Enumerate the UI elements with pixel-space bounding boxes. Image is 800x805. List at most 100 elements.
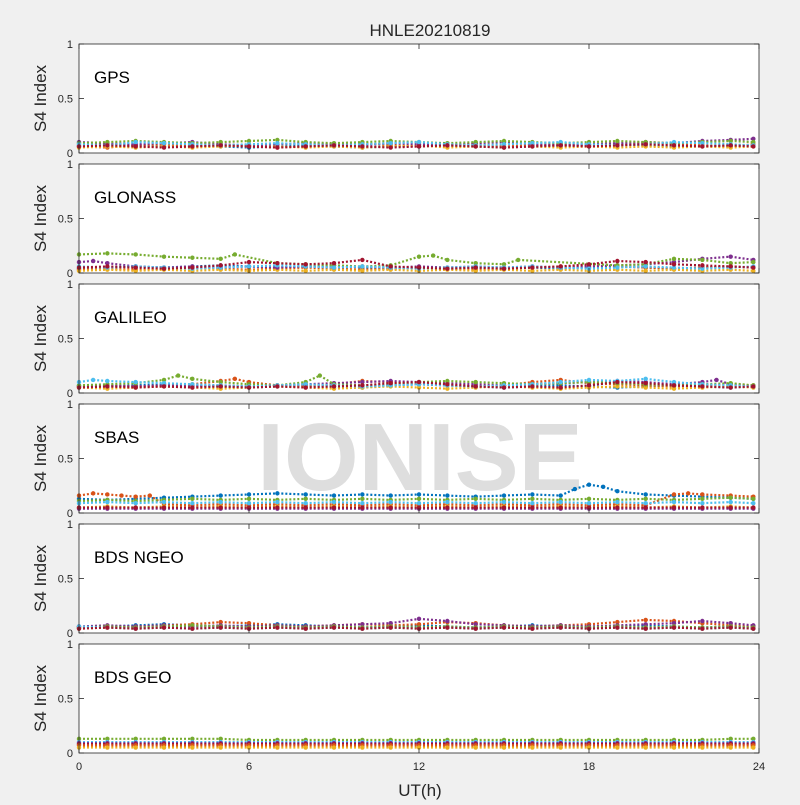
data-trace bbox=[702, 619, 731, 625]
data-trace bbox=[645, 386, 675, 390]
data-trace bbox=[673, 144, 703, 148]
data-trace bbox=[588, 144, 618, 148]
data-trace bbox=[277, 385, 306, 389]
data-trace bbox=[390, 265, 420, 269]
data-trace bbox=[163, 385, 193, 389]
data-trace bbox=[362, 379, 391, 384]
data-trace bbox=[702, 626, 731, 630]
data-trace bbox=[163, 255, 193, 259]
data-trace bbox=[617, 501, 646, 505]
axes-background bbox=[79, 524, 759, 633]
data-trace bbox=[305, 383, 335, 388]
y-tick-label: 0 bbox=[67, 748, 73, 760]
data-trace bbox=[617, 381, 646, 385]
data-trace bbox=[645, 143, 675, 147]
y-tick-label: 0.5 bbox=[58, 574, 73, 586]
data-trace bbox=[248, 142, 278, 146]
data-trace bbox=[645, 622, 675, 626]
data-trace bbox=[248, 497, 278, 502]
data-trace bbox=[107, 385, 136, 389]
data-trace bbox=[107, 498, 136, 503]
data-trace bbox=[192, 143, 221, 147]
data-trace bbox=[447, 386, 476, 390]
data-trace bbox=[163, 503, 193, 507]
data-trace bbox=[192, 497, 221, 502]
data-trace bbox=[532, 497, 561, 502]
data-trace bbox=[220, 493, 250, 497]
data-trace bbox=[277, 501, 306, 505]
data-trace bbox=[418, 381, 448, 386]
data-trace bbox=[248, 622, 278, 627]
data-trace bbox=[220, 265, 250, 269]
data-trace bbox=[588, 385, 618, 389]
data-trace bbox=[390, 493, 420, 497]
data-trace bbox=[220, 144, 250, 148]
data-trace bbox=[475, 497, 505, 502]
y-tick-label: 0 bbox=[67, 148, 73, 160]
data-trace bbox=[163, 624, 193, 628]
data-trace bbox=[673, 141, 703, 145]
series-6 bbox=[76, 499, 756, 506]
data-trace bbox=[192, 503, 221, 507]
data-trace bbox=[503, 626, 533, 630]
data-trace bbox=[78, 265, 108, 269]
data-trace bbox=[163, 501, 193, 505]
panels: 0 0.5 1 GPS S4 Index 0 0.5 1 GLONASS S4 Index 0 0.5… bbox=[31, 39, 765, 773]
data-trace bbox=[362, 503, 391, 507]
data-trace bbox=[673, 257, 703, 262]
data-trace bbox=[418, 626, 448, 630]
data-point bbox=[751, 745, 756, 750]
data-trace bbox=[135, 145, 165, 149]
data-trace bbox=[418, 624, 448, 628]
data-trace bbox=[503, 383, 533, 387]
data-trace bbox=[78, 268, 108, 272]
data-trace bbox=[617, 141, 646, 145]
data-trace bbox=[588, 497, 618, 502]
data-trace bbox=[390, 385, 420, 389]
data-trace bbox=[234, 377, 250, 384]
data-trace bbox=[588, 626, 618, 630]
data-trace bbox=[362, 139, 391, 144]
data-trace bbox=[532, 141, 561, 145]
data-trace bbox=[645, 626, 675, 630]
data-trace bbox=[135, 385, 165, 389]
data-trace bbox=[390, 623, 420, 627]
data-trace bbox=[588, 381, 618, 387]
data-trace bbox=[78, 385, 108, 389]
data-trace bbox=[560, 503, 590, 507]
data-trace bbox=[447, 626, 476, 630]
data-trace bbox=[702, 258, 731, 265]
panel-label: BDS NGEO bbox=[94, 548, 184, 567]
data-trace bbox=[277, 265, 306, 269]
data-trace bbox=[702, 266, 731, 270]
data-trace bbox=[447, 382, 476, 386]
panel-label: GALILEO bbox=[94, 308, 167, 327]
data-trace bbox=[673, 381, 703, 386]
data-point bbox=[751, 736, 756, 742]
data-trace bbox=[673, 266, 703, 270]
data-trace bbox=[78, 498, 108, 503]
data-trace bbox=[447, 141, 476, 145]
axes-background bbox=[79, 284, 759, 393]
data-trace bbox=[532, 265, 561, 269]
data-trace bbox=[673, 626, 703, 630]
data-trace bbox=[645, 497, 675, 502]
data-trace bbox=[135, 253, 165, 258]
data-trace bbox=[248, 492, 278, 496]
data-trace bbox=[135, 266, 165, 270]
data-trace bbox=[560, 497, 590, 502]
data-trace bbox=[192, 377, 221, 384]
data-trace bbox=[390, 381, 420, 385]
data-trace bbox=[390, 255, 420, 267]
panel-galileo: 0 0.5 1 GALILEO S4 Index bbox=[31, 279, 760, 400]
data-trace bbox=[560, 144, 590, 148]
data-trace bbox=[107, 142, 136, 146]
data-trace bbox=[532, 144, 561, 148]
y-axis-label: S4 Index bbox=[31, 184, 50, 252]
data-trace bbox=[107, 265, 136, 269]
data-trace bbox=[475, 503, 505, 507]
data-trace bbox=[305, 503, 335, 507]
series-7 bbox=[76, 505, 756, 510]
